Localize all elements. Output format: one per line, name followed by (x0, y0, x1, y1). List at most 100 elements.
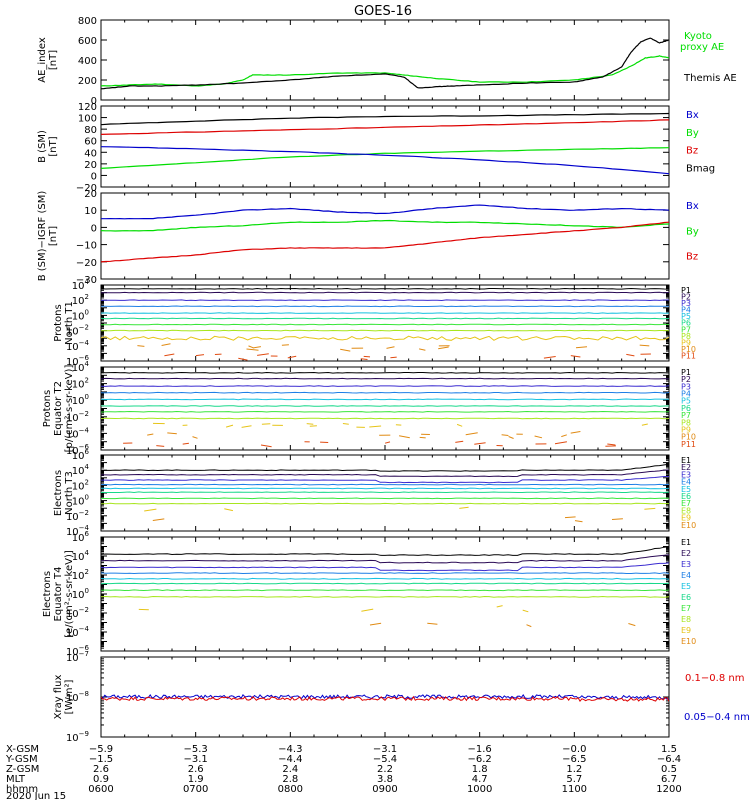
channel-fragment (153, 519, 165, 521)
channel-line (101, 392, 669, 393)
channel-fragment (242, 426, 252, 428)
channel-fragment (535, 436, 542, 438)
channel-fragment (607, 444, 615, 445)
channel-line (101, 373, 669, 374)
channel-fragment (162, 344, 171, 346)
footer-value: 1200 (656, 784, 681, 795)
channel-fragment (390, 357, 396, 358)
y-tick-label: 106 (72, 530, 90, 544)
legend-label: By (686, 226, 699, 237)
channel-fragment (361, 359, 368, 360)
channel-line (101, 563, 669, 571)
channel-line (101, 464, 669, 471)
channel-fragment (137, 346, 144, 347)
footer-value: 1000 (467, 784, 492, 795)
y-tick-exponent: −2 (79, 324, 89, 332)
y-tick-exponent: 4 (85, 278, 90, 286)
channel-fragment (282, 345, 289, 346)
channel-line (101, 573, 669, 574)
y-tick-exponent: −4 (79, 625, 90, 633)
y-tick-label: 400 (78, 56, 97, 67)
y-tick-label: 0 (91, 171, 97, 182)
y-tick-exponent: 4 (85, 549, 90, 557)
y-tick-exponent: −2 (79, 509, 89, 517)
panel-frame (101, 106, 669, 187)
channel-fragment (527, 625, 532, 627)
legend-label: By (686, 128, 699, 139)
channel-fragment (640, 345, 650, 346)
y-tick-exponent: −4 (79, 426, 90, 434)
panel-frame (101, 285, 669, 361)
series-line (101, 695, 669, 699)
channel-line (101, 578, 669, 579)
y-tick-label: −20 (76, 258, 97, 269)
channel-line (101, 406, 669, 407)
y-tick-label: 40 (84, 148, 97, 159)
y-axis-title: Equator T4 (53, 567, 64, 622)
channel-line (101, 555, 669, 563)
series-line (101, 56, 669, 86)
channel-fragment (249, 346, 254, 348)
channel-line (101, 498, 669, 499)
legend-label: E10 (681, 637, 696, 646)
y-tick-label: 200 (78, 76, 97, 87)
legend-label: P11 (681, 351, 696, 360)
y-tick-label: 800 (78, 16, 97, 27)
y-tick-label: 10 (84, 206, 97, 217)
channel-line (101, 300, 669, 301)
legend-label: E3 (681, 560, 691, 569)
legend-label: E2 (681, 549, 691, 558)
channel-line (101, 590, 669, 591)
channel-fragment (459, 507, 468, 508)
legend-label: E1 (681, 538, 691, 547)
legend-label: Bz (686, 146, 698, 157)
channel-line (101, 484, 669, 485)
channel-fragment (523, 610, 529, 612)
footer-value: 0700 (183, 784, 208, 795)
y-tick-exponent: 0 (85, 393, 89, 401)
channel-fragment (575, 521, 583, 522)
channel-fragment (340, 349, 350, 351)
channel-fragment (438, 347, 449, 349)
y-tick-exponent: −9 (79, 730, 89, 738)
legend-label: E5 (681, 582, 691, 591)
legend-label: Bmag (686, 163, 715, 174)
panel-data (101, 38, 669, 89)
channel-fragment (419, 349, 425, 350)
channel-line (101, 492, 669, 493)
channel-line (101, 399, 669, 400)
channel-fragment (474, 443, 485, 445)
y-axis-title: Equator T2 (53, 381, 64, 436)
channel-fragment (307, 424, 314, 425)
y-tick-exponent: 2 (85, 377, 89, 385)
channel-fragment (361, 609, 373, 611)
y-axis-title: [W/m²] (64, 679, 75, 714)
y-tick-label: 600 (78, 36, 97, 47)
series-line (101, 205, 669, 219)
channel-line (101, 306, 669, 307)
y-tick-exponent: 4 (85, 360, 90, 368)
channel-fragment (257, 354, 269, 356)
channel-line (101, 386, 669, 387)
channel-fragment (343, 424, 349, 425)
channel-fragment (183, 443, 189, 444)
y-tick-exponent: −8 (79, 690, 89, 698)
channel-fragment (561, 435, 567, 437)
legend-label: Themis AE (683, 73, 737, 84)
channel-fragment (144, 509, 156, 511)
panel-data (101, 114, 669, 174)
y-axis-title: North T1 (64, 301, 75, 345)
panel-data (101, 547, 669, 627)
y-tick-exponent: 0 (85, 587, 89, 595)
channel-line (101, 289, 669, 290)
channel-fragment (420, 437, 426, 438)
footer-date: 2020 Jun 15 (6, 791, 66, 800)
panel-data (101, 289, 669, 361)
channel-fragment (288, 356, 296, 358)
y-axis-title: North T3 (64, 471, 75, 515)
y-axis-title: B (SM)−IGRF (SM) (37, 191, 48, 282)
channel-fragment (385, 442, 390, 443)
panel-data (101, 205, 669, 262)
